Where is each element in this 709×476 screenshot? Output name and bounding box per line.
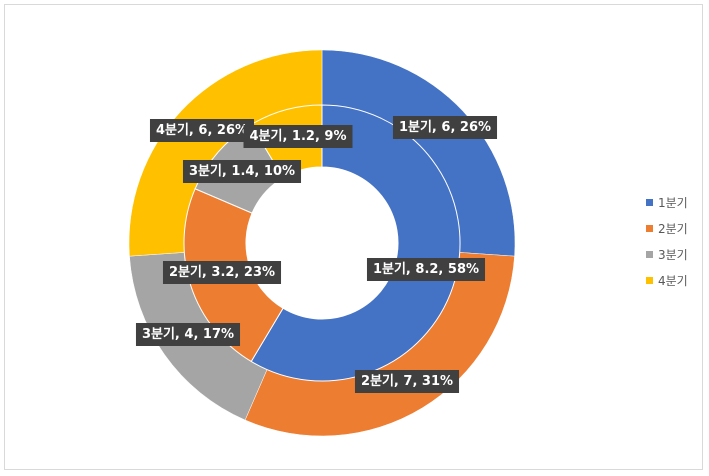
outer-data-label-bg-1: [392, 116, 498, 139]
inner-data-label-text-2: 2분기, 3.2, 23%: [169, 265, 275, 280]
outer-data-label-bg-4: [149, 119, 255, 142]
inner-slice-1: [250, 104, 461, 382]
legend-label-1: 1분기: [658, 195, 688, 210]
legend-swatch-1: [646, 198, 653, 206]
inner-data-label-text-1: 1분기, 8.2, 58%: [373, 262, 479, 277]
inner-data-label-bg-4: [243, 125, 353, 148]
legend-label-4: 4분기: [658, 273, 688, 288]
inner-data-label-bg-3: [182, 160, 302, 183]
outer-data-label-3: 3분기, 4, 17%: [135, 323, 241, 346]
legend-label-2: 2분기: [658, 221, 688, 236]
legend-swatch-4: [646, 276, 653, 284]
inner-data-label-4: 4분기, 1.2, 9%: [243, 125, 353, 148]
legend-item-3: 3분기: [646, 244, 706, 264]
labels-layer: 1분기, 6, 26% 2분기, 7, 31% 3분기, 4, 17% 4분기, 6,…: [135, 116, 498, 393]
inner-data-label-text-3: 3분기, 1.4, 10%: [189, 164, 295, 179]
legend-item-2: 2분기: [646, 218, 706, 238]
legend-label-3: 3분기: [658, 247, 688, 262]
legend-swatch-3: [646, 250, 653, 258]
inner-data-label-2: 2분기, 3.2, 23%: [162, 261, 282, 284]
outer-data-label-bg-3: [135, 323, 241, 346]
inner-data-label-bg-1: [366, 258, 486, 281]
outer-data-label-bg-2: [354, 370, 460, 393]
inner-data-label-bg-2: [162, 261, 282, 284]
outer-data-label-text-3: 3분기, 4, 17%: [142, 327, 234, 342]
outer-data-label-text-4: 4분기, 6, 26%: [156, 123, 248, 138]
outer-data-label-text-2: 2분기, 7, 31%: [361, 374, 453, 389]
outer-data-label-1: 1분기, 6, 26%: [392, 116, 498, 139]
legend-item-4: 4분기: [646, 270, 706, 290]
inner-data-label-text-4: 4분기, 1.2, 9%: [250, 129, 347, 144]
outer-data-label-4: 4분기, 6, 26%: [149, 119, 255, 142]
inner-data-label-3: 3분기, 1.4, 10%: [182, 160, 302, 183]
outer-data-label-2: 2분기, 7, 31%: [354, 370, 460, 393]
legend-swatch-2: [646, 224, 653, 232]
outer-data-label-text-1: 1분기, 6, 26%: [399, 120, 491, 135]
legend-item-1: 1분기: [646, 192, 706, 212]
legend: 1분기 2분기 3분기 4분기: [646, 192, 706, 296]
inner-data-label-1: 1분기, 8.2, 58%: [366, 258, 486, 281]
